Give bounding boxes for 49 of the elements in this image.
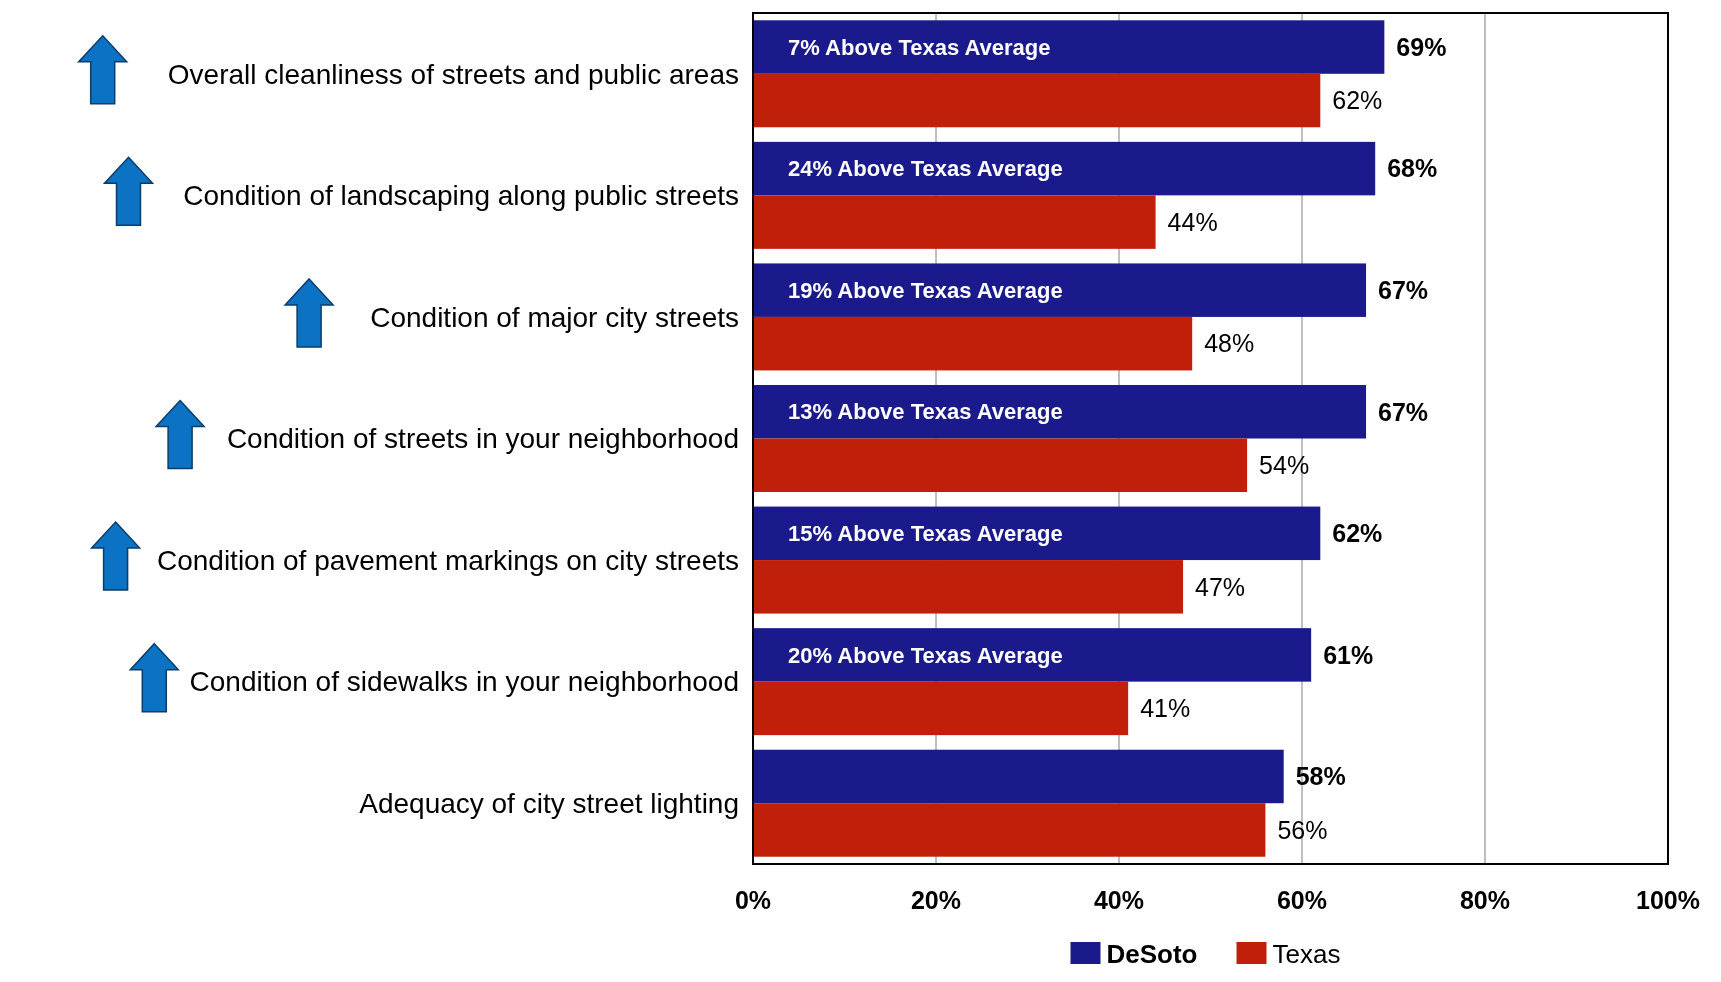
x-tick-label: 100%: [1636, 886, 1700, 914]
data-label: 41%: [1140, 694, 1191, 723]
annotation: 19% Above Texas Average: [788, 277, 1063, 303]
annotation: 15% Above Texas Average: [788, 521, 1063, 547]
annotation: 7% Above Texas Average: [788, 34, 1051, 60]
data-label: 48%: [1204, 329, 1255, 358]
y-tick-label: Condition of landscaping along public streets: [183, 180, 739, 212]
x-tick-label: 40%: [1093, 886, 1145, 914]
x-tick-label: 20%: [910, 886, 962, 914]
annotation: 24% Above Texas Average: [788, 156, 1063, 182]
y-tick-label: Adequacy of city street lighting: [359, 788, 739, 820]
x-tick-label: 60%: [1276, 886, 1328, 914]
bar: [753, 141, 1376, 196]
data-label: 61%: [1323, 640, 1374, 669]
data-label: 56%: [1277, 815, 1328, 844]
data-label: 44%: [1167, 207, 1218, 236]
data-label: 67%: [1378, 275, 1429, 304]
bar: [753, 195, 1156, 249]
y-tick-label: Condition of major city streets: [370, 301, 739, 333]
bar: [753, 506, 1321, 561]
y-tick-label: Condition of sidewalks in your neighborhood: [189, 666, 739, 698]
data-label: 47%: [1195, 572, 1246, 601]
annotation: 13% Above Texas Average: [788, 399, 1063, 425]
data-label: 54%: [1259, 451, 1310, 479]
bar: [753, 263, 1367, 317]
x-tick-label: 80%: [1459, 886, 1511, 914]
bar: [753, 803, 1266, 857]
bar: [753, 73, 1321, 128]
y-tick-label: Condition of streets in your neighborhood: [226, 423, 739, 455]
legend-label: Texas: [1272, 939, 1341, 970]
data-label: 62%: [1332, 519, 1383, 548]
bar: [753, 20, 1385, 74]
bar: [753, 628, 1312, 682]
bar: [753, 681, 1129, 736]
bar: [753, 316, 1193, 371]
data-label: 58%: [1295, 762, 1346, 791]
data-label: 67%: [1378, 397, 1429, 426]
bar: [753, 385, 1367, 439]
data-label: 69%: [1396, 32, 1447, 61]
bar: [753, 438, 1248, 492]
data-label: 68%: [1387, 154, 1438, 183]
legend-label: DeSoto: [1106, 939, 1198, 970]
annotation: 20% Above Texas Average: [788, 642, 1063, 668]
data-label: 62%: [1332, 86, 1383, 115]
x-tick-label: 0%: [734, 886, 772, 914]
bar: [753, 749, 1284, 804]
y-tick-label: Condition of pavement markings on city streets: [156, 544, 739, 576]
y-tick-label: Overall cleanliness of streets and public areas: [167, 58, 739, 90]
bar: [753, 560, 1184, 614]
